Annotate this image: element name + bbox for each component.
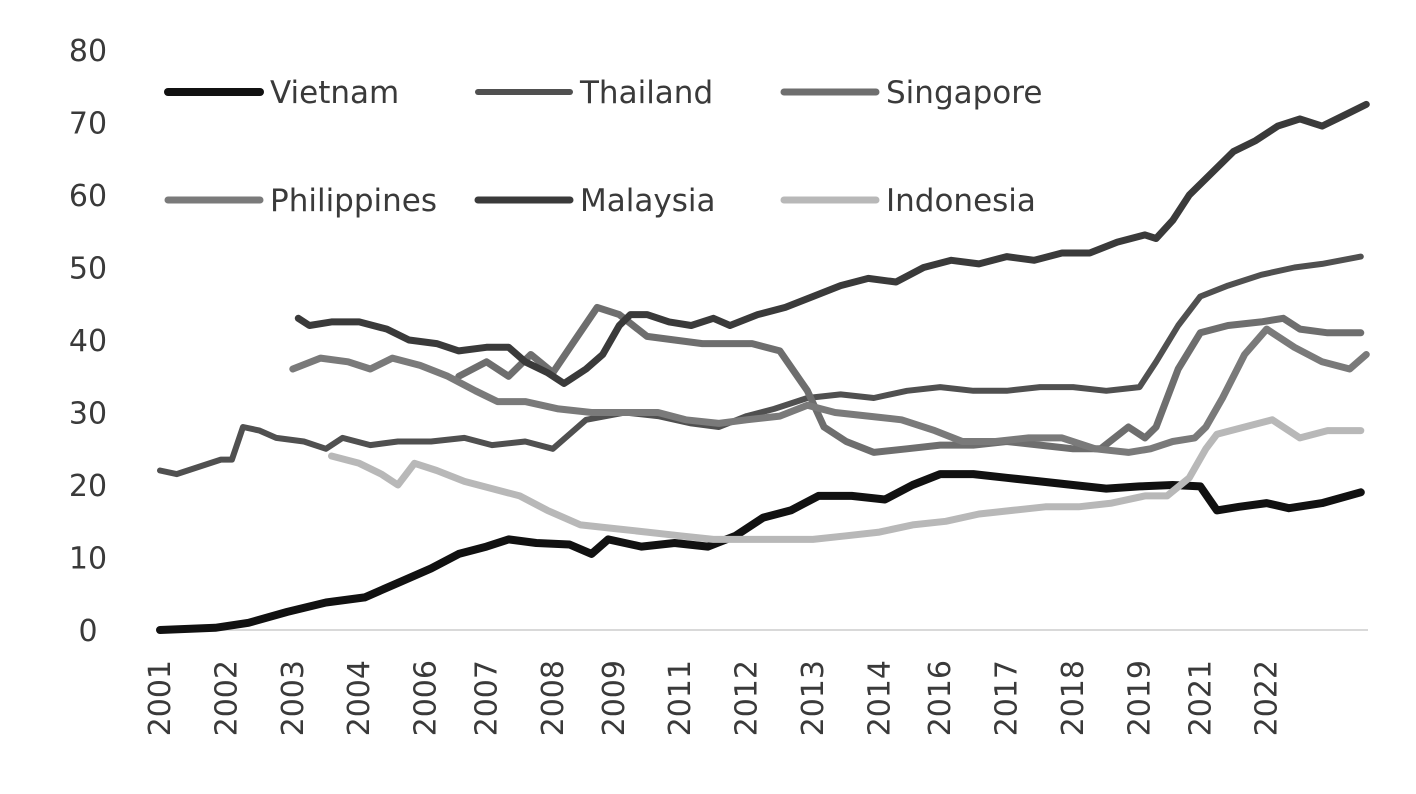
x-tick-label: 2008: [536, 660, 571, 736]
y-tick-label: 80: [69, 34, 107, 69]
x-axis: 2001 2002 2003 2004 2006 2007 2008 2009 2011 2012…: [143, 629, 1368, 736]
y-tick-label: 0: [78, 614, 97, 649]
x-tick-label: 2014: [862, 660, 897, 736]
x-tick-label: 2018: [1056, 660, 1091, 736]
series-line-philippines: [289, 325, 1370, 456]
series-line-vietnam: [156, 470, 1365, 634]
x-tick-label: 2021: [1183, 660, 1218, 736]
y-axis: 0 10 20 30 40 50 60 70 80: [69, 34, 107, 649]
x-tick-label: 2003: [276, 660, 311, 736]
legend-label-vietnam: Vietnam: [270, 75, 399, 111]
legend: Vietnam Thailand Singapore Philippines Malay…: [164, 75, 1042, 219]
y-tick-label: 20: [69, 469, 107, 504]
series-line-indonesia: [328, 416, 1365, 543]
x-tick-label: 2001: [143, 660, 178, 736]
y-tick-label: 10: [69, 542, 107, 577]
x-tick-label: 2013: [796, 660, 831, 736]
x-tick-label: 2012: [730, 660, 765, 736]
x-tick-label: 2019: [1122, 660, 1157, 736]
x-tick-label: 2011: [663, 660, 698, 736]
legend-label-thailand: Thailand: [579, 75, 713, 111]
legend-label-malaysia: Malaysia: [580, 183, 715, 219]
legend-label-singapore: Singapore: [886, 75, 1042, 111]
series-line-malaysia: [294, 100, 1370, 387]
x-tick-label: 2017: [990, 660, 1025, 736]
series-line-singapore: [455, 303, 1365, 456]
y-tick-label: 40: [69, 324, 107, 359]
x-tick-label: 2002: [209, 660, 244, 736]
plot-area: [156, 100, 1370, 634]
y-tick-label: 60: [69, 179, 107, 214]
x-tick-label: 2007: [469, 660, 504, 736]
x-tick-label: 2016: [923, 660, 958, 736]
legend-label-indonesia: Indonesia: [886, 183, 1036, 219]
legend-label-philippines: Philippines: [270, 183, 437, 219]
x-tick-label: 2006: [409, 660, 444, 736]
y-tick-label: 30: [69, 397, 107, 432]
x-tick-label: 2009: [597, 660, 632, 736]
y-tick-label: 50: [69, 252, 107, 287]
x-tick-label: 2004: [342, 660, 377, 736]
x-tick-label: 2022: [1250, 660, 1285, 736]
y-tick-label: 70: [69, 107, 107, 142]
